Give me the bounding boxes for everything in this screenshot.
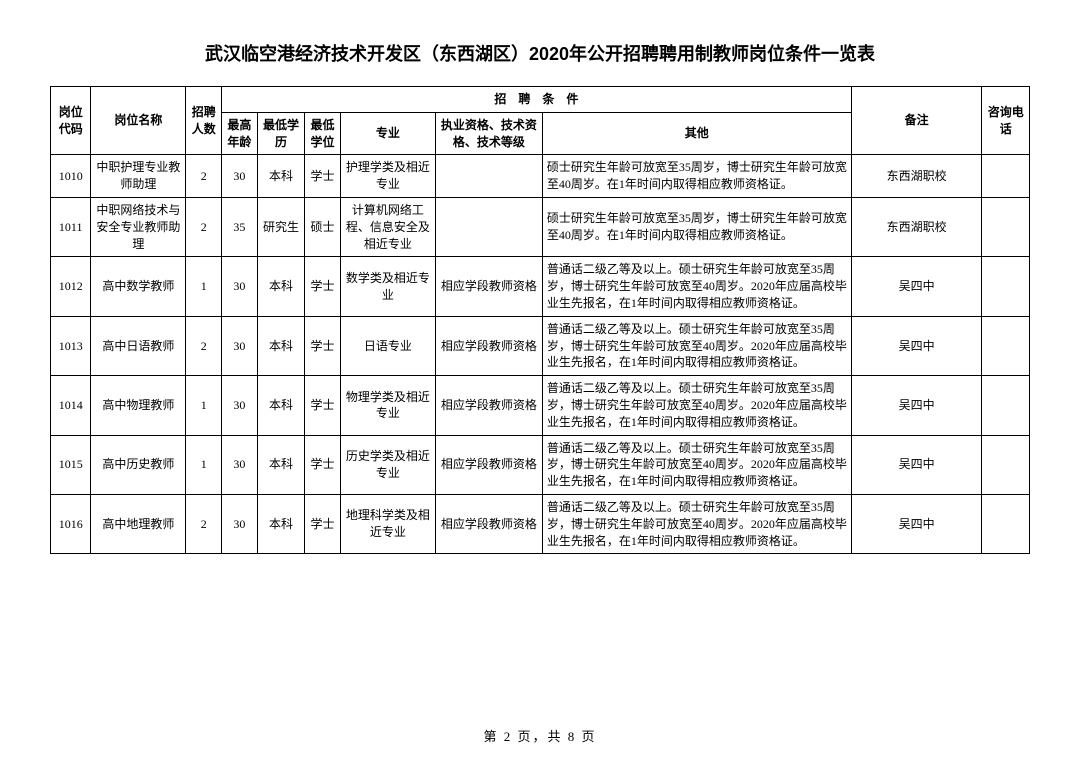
header-name: 岗位名称 <box>91 87 186 155</box>
header-min-edu: 最低学历 <box>257 112 305 155</box>
header-phone: 咨询电话 <box>982 87 1030 155</box>
table-cell: 2 <box>186 155 222 198</box>
table-cell: 吴四中 <box>851 316 982 375</box>
table-cell: 中职网络技术与安全专业教师助理 <box>91 197 186 256</box>
header-code: 岗位代码 <box>51 87 91 155</box>
table-cell: 1011 <box>51 197 91 256</box>
table-cell: 相应学段教师资格 <box>435 257 542 316</box>
table-cell: 30 <box>222 316 258 375</box>
table-cell: 高中历史教师 <box>91 435 186 494</box>
header-max-age: 最高年龄 <box>222 112 258 155</box>
table-cell: 普通话二级乙等及以上。硕士研究生年龄可放宽至35周岁，博士研究生年龄可放宽至40… <box>542 494 851 553</box>
table-cell: 2 <box>186 316 222 375</box>
table-cell <box>982 316 1030 375</box>
table-cell: 本科 <box>257 435 305 494</box>
table-cell: 普通话二级乙等及以上。硕士研究生年龄可放宽至35周岁，博士研究生年龄可放宽至40… <box>542 435 851 494</box>
table-cell: 35 <box>222 197 258 256</box>
table-row: 1013高中日语教师230本科学士日语专业相应学段教师资格普通话二级乙等及以上。… <box>51 316 1030 375</box>
table-cell: 1015 <box>51 435 91 494</box>
table-cell: 普通话二级乙等及以上。硕士研究生年龄可放宽至35周岁，博士研究生年龄可放宽至40… <box>542 257 851 316</box>
table-cell: 1 <box>186 257 222 316</box>
table-cell: 本科 <box>257 494 305 553</box>
table-cell <box>982 376 1030 435</box>
table-cell: 学士 <box>305 155 341 198</box>
table-cell: 中职护理专业教师助理 <box>91 155 186 198</box>
table-cell: 2 <box>186 494 222 553</box>
table-cell <box>982 435 1030 494</box>
table-cell: 1014 <box>51 376 91 435</box>
table-cell: 日语专业 <box>340 316 435 375</box>
table-cell: 学士 <box>305 435 341 494</box>
table-cell: 本科 <box>257 316 305 375</box>
table-cell <box>435 197 542 256</box>
table-cell: 吴四中 <box>851 494 982 553</box>
page-number: 第 2 页，共 8 页 <box>0 726 1080 745</box>
header-conditions-group: 招 聘 条 件 <box>222 87 852 113</box>
table-cell: 吴四中 <box>851 257 982 316</box>
recruitment-table: 岗位代码 岗位名称 招聘人数 招 聘 条 件 备注 咨询电话 最高年龄 最低学历… <box>50 86 1030 554</box>
table-cell <box>982 494 1030 553</box>
table-cell: 1016 <box>51 494 91 553</box>
table-cell: 地理科学类及相近专业 <box>340 494 435 553</box>
table-cell: 相应学段教师资格 <box>435 435 542 494</box>
table-row: 1010中职护理专业教师助理230本科学士护理学类及相近专业 硕士研究生年龄可放宽… <box>51 155 1030 198</box>
header-other: 其他 <box>542 112 851 155</box>
table-cell: 硕士 <box>305 197 341 256</box>
table-row: 1014高中物理教师130本科学士物理学类及相近专业相应学段教师资格普通话二级乙… <box>51 376 1030 435</box>
header-remark: 备注 <box>851 87 982 155</box>
table-cell: 研究生 <box>257 197 305 256</box>
table-cell: 学士 <box>305 376 341 435</box>
table-cell: 护理学类及相近专业 <box>340 155 435 198</box>
table-cell: 1013 <box>51 316 91 375</box>
table-cell: 历史学类及相近专业 <box>340 435 435 494</box>
table-cell: 相应学段教师资格 <box>435 376 542 435</box>
table-cell <box>982 197 1030 256</box>
table-cell <box>435 155 542 198</box>
table-cell: 吴四中 <box>851 435 982 494</box>
table-cell <box>982 257 1030 316</box>
table-row: 1011中职网络技术与安全专业教师助理235研究生硕士计算机网络工程、信息安全及… <box>51 197 1030 256</box>
table-cell: 相应学段教师资格 <box>435 316 542 375</box>
header-major: 专业 <box>340 112 435 155</box>
table-cell: 本科 <box>257 376 305 435</box>
table-cell: 相应学段教师资格 <box>435 494 542 553</box>
table-cell: 吴四中 <box>851 376 982 435</box>
table-cell: 普通话二级乙等及以上。硕士研究生年龄可放宽至35周岁，博士研究生年龄可放宽至40… <box>542 376 851 435</box>
table-cell: 高中地理教师 <box>91 494 186 553</box>
table-cell: 东西湖职校 <box>851 197 982 256</box>
header-qualification: 执业资格、技术资格、技术等级 <box>435 112 542 155</box>
table-cell: 学士 <box>305 257 341 316</box>
table-cell: 高中数学教师 <box>91 257 186 316</box>
table-cell <box>982 155 1030 198</box>
table-cell: 本科 <box>257 257 305 316</box>
table-row: 1012高中数学教师130本科学士数学类及相近专业相应学段教师资格普通话二级乙等… <box>51 257 1030 316</box>
header-count: 招聘人数 <box>186 87 222 155</box>
table-cell: 高中物理教师 <box>91 376 186 435</box>
table-cell: 30 <box>222 435 258 494</box>
table-cell: 硕士研究生年龄可放宽至35周岁，博士研究生年龄可放宽至40周岁。在1年时间内取得… <box>542 155 851 198</box>
table-row: 1015高中历史教师130本科学士历史学类及相近专业相应学段教师资格普通话二级乙… <box>51 435 1030 494</box>
table-cell: 计算机网络工程、信息安全及相近专业 <box>340 197 435 256</box>
table-cell: 物理学类及相近专业 <box>340 376 435 435</box>
table-cell: 东西湖职校 <box>851 155 982 198</box>
table-cell: 高中日语教师 <box>91 316 186 375</box>
table-cell: 1010 <box>51 155 91 198</box>
table-cell: 1012 <box>51 257 91 316</box>
table-cell: 1 <box>186 376 222 435</box>
table-cell: 2 <box>186 197 222 256</box>
table-cell: 30 <box>222 155 258 198</box>
table-cell: 30 <box>222 257 258 316</box>
table-cell: 学士 <box>305 316 341 375</box>
table-cell: 普通话二级乙等及以上。硕士研究生年龄可放宽至35周岁，博士研究生年龄可放宽至40… <box>542 316 851 375</box>
table-cell: 数学类及相近专业 <box>340 257 435 316</box>
table-cell: 30 <box>222 376 258 435</box>
table-cell: 硕士研究生年龄可放宽至35周岁，博士研究生年龄可放宽至40周岁。在1年时间内取得… <box>542 197 851 256</box>
table-cell: 30 <box>222 494 258 553</box>
table-row: 1016高中地理教师230本科学士地理科学类及相近专业相应学段教师资格普通话二级… <box>51 494 1030 553</box>
table-cell: 学士 <box>305 494 341 553</box>
header-min-deg: 最低学位 <box>305 112 341 155</box>
table-cell: 本科 <box>257 155 305 198</box>
page-title: 武汉临空港经济技术开发区（东西湖区）2020年公开招聘聘用制教师岗位条件一览表 <box>50 40 1030 66</box>
table-cell: 1 <box>186 435 222 494</box>
